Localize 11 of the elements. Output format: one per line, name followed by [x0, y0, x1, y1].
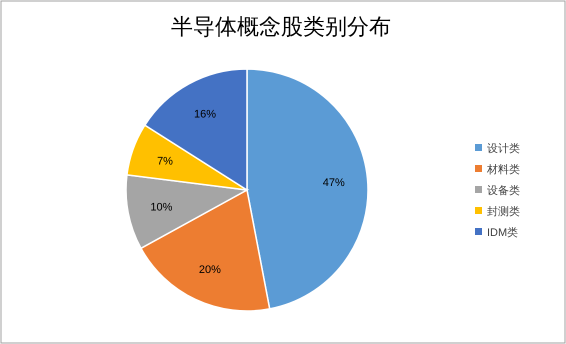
data-label: 7% [157, 155, 174, 168]
data-label: 10% [150, 201, 173, 214]
legend-label: 封测类 [487, 205, 520, 218]
chart-title: 半导体概念股类别分布 [171, 14, 391, 39]
data-label: 47% [322, 176, 345, 189]
data-label: 20% [198, 264, 222, 276]
legend-label: 材料类 [486, 163, 520, 176]
data-label: 16% [194, 108, 216, 121]
legend-label: 设备类 [487, 184, 520, 197]
legend-label: IDM类 [487, 226, 518, 239]
legend-label: 设计类 [487, 142, 520, 155]
